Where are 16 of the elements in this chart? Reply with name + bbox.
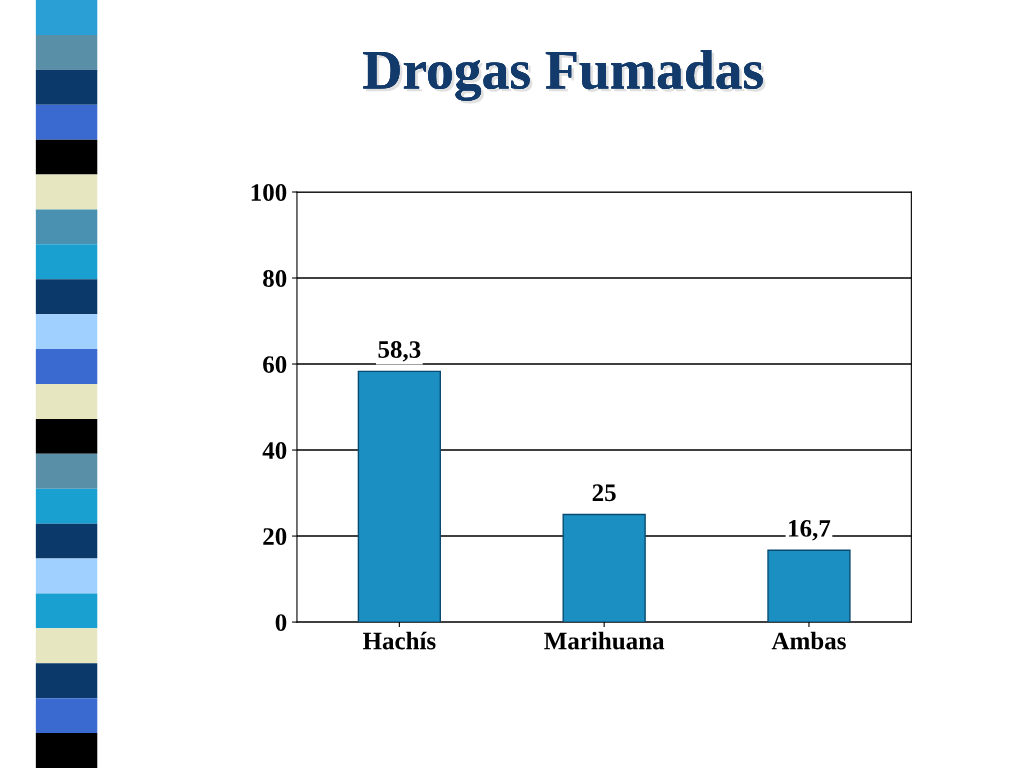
y-tick-label: 60: [263, 356, 287, 373]
data-label: 25: [592, 484, 616, 502]
data-label: 58,3: [378, 341, 421, 362]
y-tick-label: 40: [262, 442, 287, 459]
x-tick-label: Hachís: [362, 631, 436, 650]
y-tick-label: 0: [275, 614, 287, 631]
y-tick-label: 100: [251, 184, 287, 201]
bar: [562, 513, 646, 623]
chart-title: Drogas Fumadas: [363, 49, 766, 104]
x-tick-label: Marihuana: [544, 631, 665, 650]
x-tick-label: Ambas: [771, 631, 846, 650]
bar: [357, 370, 442, 623]
bar: [767, 549, 851, 623]
data-label: 16,7: [789, 520, 831, 541]
y-tick-label: 20: [263, 528, 287, 545]
y-tick-label: 80: [263, 270, 287, 287]
